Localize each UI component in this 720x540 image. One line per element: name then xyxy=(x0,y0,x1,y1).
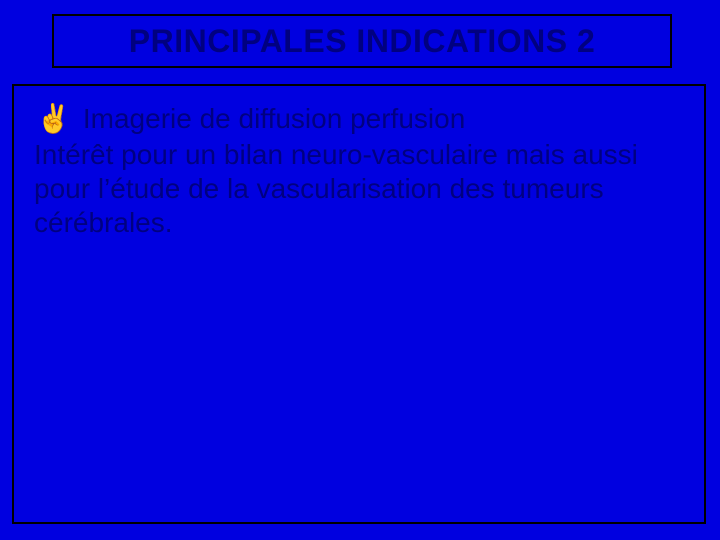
bullet-label: Imagerie de diffusion perfusion xyxy=(83,102,465,136)
title-box: PRINCIPALES INDICATIONS 2 xyxy=(52,14,672,68)
body-box: ✌ Imagerie de diffusion perfusion Intérê… xyxy=(12,84,706,524)
slide-title: PRINCIPALES INDICATIONS 2 xyxy=(129,23,595,60)
slide: PRINCIPALES INDICATIONS 2 ✌ Imagerie de … xyxy=(0,0,720,540)
victory-hand-icon: ✌ xyxy=(36,102,71,136)
bullet-row: ✌ Imagerie de diffusion perfusion xyxy=(34,102,684,136)
body-paragraph: Intérêt pour un bilan neuro-vasculaire m… xyxy=(34,138,684,240)
